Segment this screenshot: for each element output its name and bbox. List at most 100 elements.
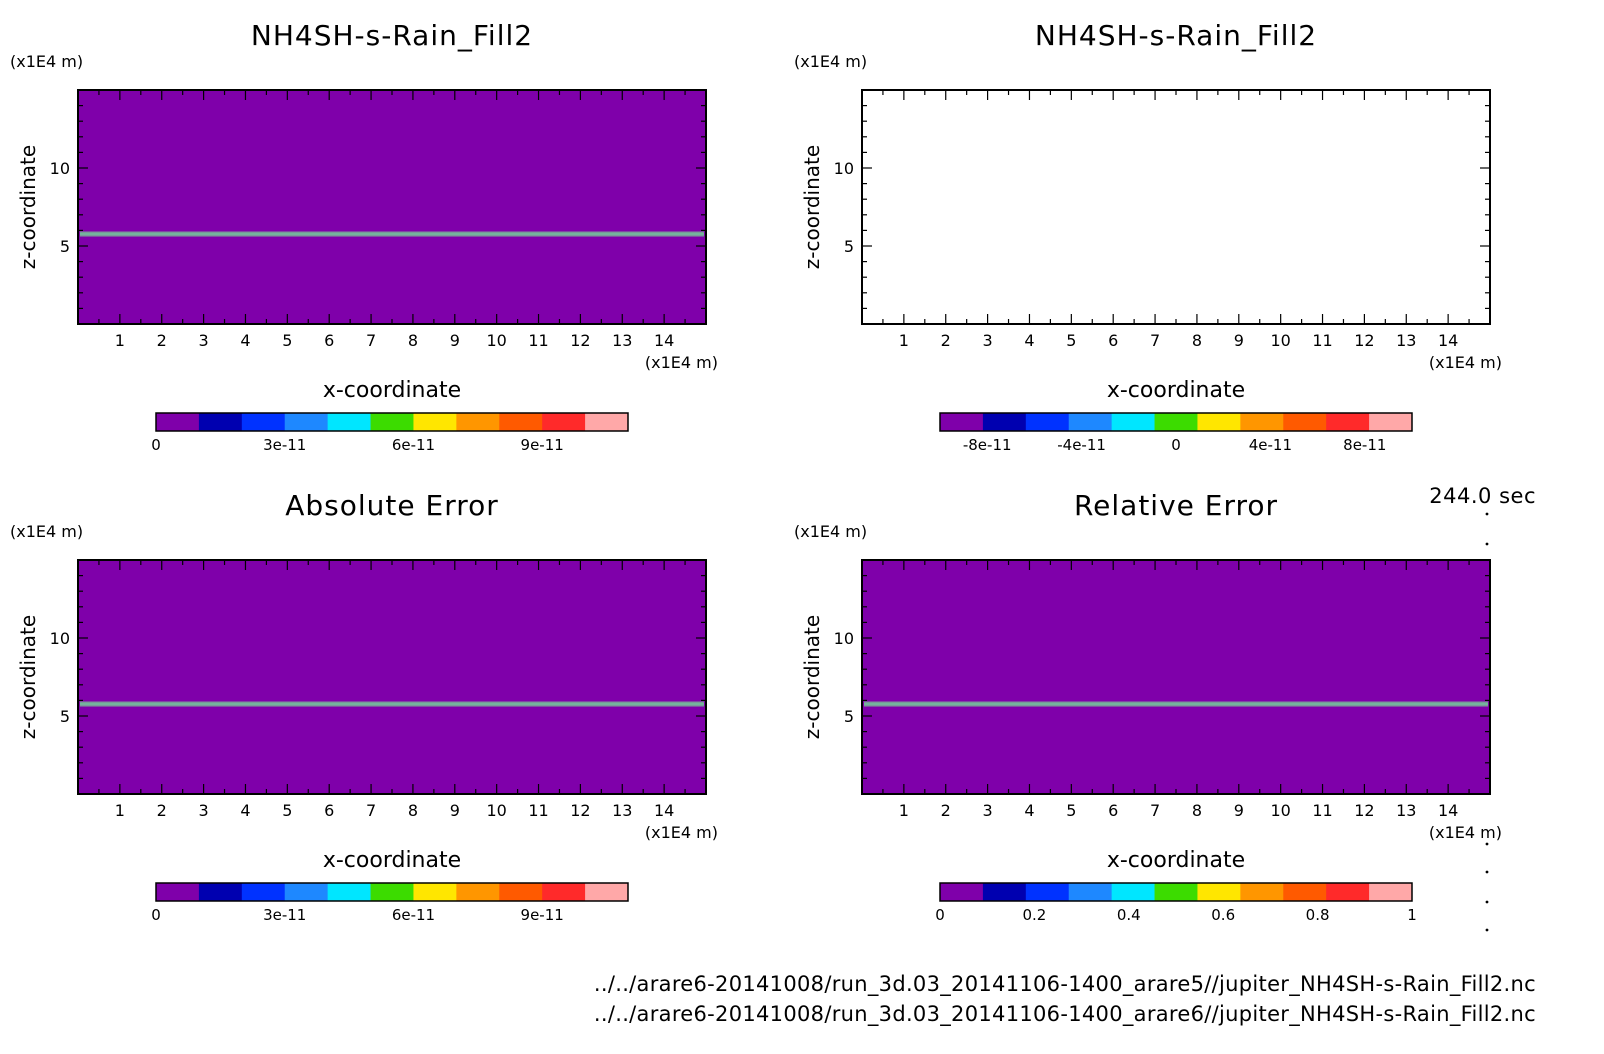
y-unit-label: (x1E4 m) — [794, 52, 867, 71]
colorbar-swatch — [1326, 883, 1370, 901]
colorbar-swatch — [1369, 883, 1413, 901]
colorbar-swatch — [284, 413, 329, 431]
colorbar-swatch — [1326, 413, 1370, 431]
x-tick-label: 8 — [408, 331, 418, 350]
colorbar-frame — [939, 882, 1413, 902]
x-tick-label: 7 — [366, 801, 376, 820]
colorbar-tick-label: 0.4 — [1117, 906, 1141, 924]
x-tick-label: 6 — [324, 331, 334, 350]
colorbar-swatch — [1197, 413, 1241, 431]
x-tick-label: 1 — [899, 801, 909, 820]
x-axis-label: x-coordinate — [323, 378, 461, 403]
y-tick-label: 10 — [50, 629, 70, 648]
colorbar-swatch — [370, 883, 414, 901]
colorbar-swatch — [542, 883, 586, 901]
x-tick-label: 8 — [1192, 801, 1202, 820]
colorbar-swatch — [1240, 413, 1284, 431]
colorbar-swatch — [370, 413, 414, 431]
colorbar-swatch — [413, 883, 457, 901]
x-tick-label: 1 — [115, 331, 125, 350]
colorbar-tick-label: -4e-11 — [1057, 436, 1106, 454]
heatmap-field — [78, 90, 706, 324]
x-tick-label: 7 — [1150, 801, 1160, 820]
edge-dot — [1485, 842, 1489, 846]
x-tick-label: 5 — [282, 801, 292, 820]
y-tick-label: 5 — [844, 237, 854, 256]
x-tick-label: 11 — [528, 331, 548, 350]
x-tick-label: 3 — [983, 331, 993, 350]
colorbar-swatch — [1111, 413, 1156, 431]
x-tick-label: 11 — [528, 801, 548, 820]
colorbar-swatch — [413, 413, 457, 431]
colorbar-tick-label: 4e-11 — [1249, 436, 1292, 454]
colorbar-swatch — [1154, 413, 1198, 431]
x-unit-label: (x1E4 m) — [645, 353, 718, 372]
colorbar-tick-label: 8e-11 — [1343, 436, 1386, 454]
colorbar-swatch — [456, 413, 500, 431]
colorbar-tick-label: -8e-11 — [963, 436, 1012, 454]
colorbar-swatch — [1240, 883, 1284, 901]
y-tick-label: 10 — [50, 159, 70, 178]
empty-field — [862, 90, 1490, 324]
colorbar-swatch — [156, 883, 200, 901]
edge-dot — [1485, 870, 1489, 874]
x-tick-label: 14 — [654, 801, 674, 820]
x-tick-label: 9 — [450, 801, 460, 820]
x-tick-label: 8 — [1192, 331, 1202, 350]
colorbar-swatch — [1068, 883, 1113, 901]
y-axis-label: z-coordinate — [800, 145, 824, 269]
x-tick-label: 4 — [1024, 801, 1034, 820]
chart-title: Absolute Error — [285, 489, 499, 522]
heatmap-field — [78, 560, 706, 794]
panel-3: Absolute Error(x1E4 m)1 2 3 4 5 6 7 8 9 10 11 12 13 1… — [10, 489, 718, 924]
x-tick-label: 14 — [1438, 801, 1458, 820]
x-axis-label: x-coordinate — [1107, 848, 1245, 873]
x-tick-label: 2 — [941, 801, 951, 820]
colorbar-swatch — [499, 413, 543, 431]
chart-title: Relative Error — [1074, 489, 1278, 522]
colorbar-tick-label: 0.6 — [1211, 906, 1235, 924]
colorbar-swatch — [327, 883, 372, 901]
colorbar-tick-label: 3e-11 — [263, 906, 306, 924]
colorbar-swatch — [1068, 413, 1113, 431]
x-tick-label: 1 — [115, 801, 125, 820]
colorbar-tick-label: 0.8 — [1306, 906, 1330, 924]
x-tick-label: 4 — [240, 801, 250, 820]
x-tick-label: 5 — [1066, 331, 1076, 350]
colorbar-swatch — [198, 883, 243, 901]
y-tick-label: 10 — [834, 629, 854, 648]
x-tick-label: 3 — [199, 331, 209, 350]
panel-4: Relative Error(x1E4 m)1 2 3 4 5 6 7 8 9 10 11 12 13 1… — [794, 489, 1502, 924]
y-unit-label: (x1E4 m) — [794, 522, 867, 541]
x-unit-label: (x1E4 m) — [1429, 353, 1502, 372]
colorbar-swatch — [1283, 413, 1327, 431]
colorbar-swatch — [585, 883, 629, 901]
colorbar-swatch — [1197, 883, 1241, 901]
colorbar-swatch — [1111, 883, 1156, 901]
colorbar-swatch — [940, 883, 984, 901]
x-tick-label: 7 — [1150, 331, 1160, 350]
x-tick-label: 10 — [1270, 801, 1290, 820]
colorbar-swatch — [241, 413, 286, 431]
x-tick-label: 9 — [450, 331, 460, 350]
x-tick-label: 10 — [486, 801, 506, 820]
time-label: 244.0 sec — [1429, 484, 1536, 508]
colorbar-tick-label: 9e-11 — [521, 906, 564, 924]
y-axis-label: z-coordinate — [16, 145, 40, 269]
x-unit-label: (x1E4 m) — [1429, 823, 1502, 842]
x-axis-label: x-coordinate — [323, 848, 461, 873]
y-axis-label: z-coordinate — [800, 615, 824, 739]
chart-title: NH4SH-s-Rain_Fill2 — [1035, 19, 1317, 52]
colorbar-swatch — [456, 883, 500, 901]
y-tick-label: 5 — [60, 707, 70, 726]
x-tick-label: 7 — [366, 331, 376, 350]
colorbar-tick-label: 6e-11 — [392, 906, 435, 924]
colorbar-frame — [155, 882, 629, 902]
file-path-1: ../../arare6-20141008/run_3d.03_20141106… — [593, 972, 1536, 996]
x-tick-label: 10 — [486, 331, 506, 350]
colorbar-swatch — [1369, 413, 1413, 431]
x-tick-label: 3 — [199, 801, 209, 820]
colorbar-swatch — [499, 883, 543, 901]
x-tick-label: 12 — [570, 331, 590, 350]
